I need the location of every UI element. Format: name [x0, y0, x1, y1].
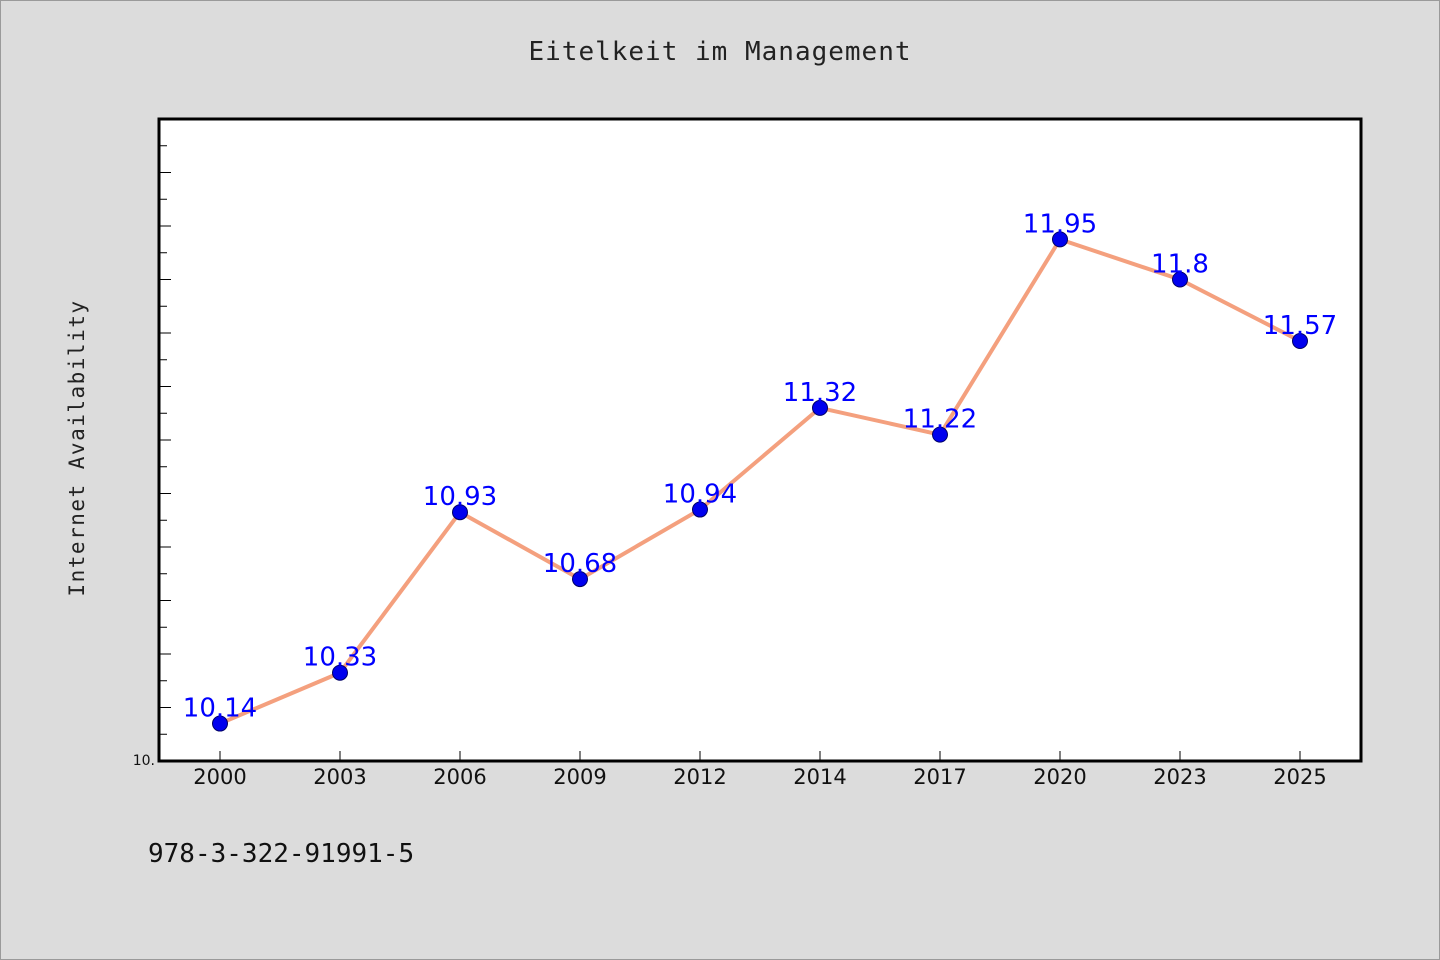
data-label: 11.95: [1023, 209, 1097, 239]
y-axis-ticks: [159, 145, 171, 735]
data-point: [812, 399, 828, 416]
series-layer: [212, 231, 1308, 732]
x-tick-label: 2000: [193, 765, 246, 789]
x-tick-label: 2017: [913, 765, 966, 789]
x-tick-label: 2023: [1153, 765, 1206, 789]
data-point: [1172, 271, 1188, 288]
data-label: 11.57: [1263, 311, 1337, 341]
data-label: 11.32: [783, 378, 857, 408]
data-point: [1052, 231, 1068, 248]
footer-code: 978-3-322-91991-5: [148, 839, 414, 869]
x-tick-label: 2025: [1273, 765, 1326, 789]
chart-title: Eitelkeit im Management: [528, 37, 911, 67]
data-label: 11.22: [903, 405, 977, 435]
data-point: [692, 501, 708, 518]
y-axis-label: Internet Availability: [65, 299, 89, 596]
data-point: [1292, 333, 1308, 350]
data-label: 10.14: [183, 694, 257, 724]
x-axis-ticks: 2000 2003 2006 2009 2012 2014 2017 2020 2023 2025: [193, 751, 1327, 789]
data-point: [212, 715, 228, 732]
data-label: 10.33: [303, 643, 377, 673]
data-label: 11.8: [1151, 250, 1209, 280]
y-tick-label: 10.: [133, 753, 155, 769]
data-label: 10.93: [423, 482, 497, 512]
x-tick-label: 2020: [1033, 765, 1086, 789]
x-tick-label: 2012: [673, 765, 726, 789]
data-point: [932, 426, 948, 443]
data-point: [452, 504, 468, 521]
x-tick-label: 2003: [313, 765, 366, 789]
data-point: [572, 571, 588, 588]
x-tick-label: 2014: [793, 765, 846, 789]
series-line: [219, 237, 1301, 726]
data-label: 10.68: [543, 549, 617, 579]
plot-area: [157, 117, 1363, 763]
x-tick-label: 2009: [553, 765, 606, 789]
x-tick-label: 2006: [433, 765, 486, 789]
data-labels: 10.14 10.33 10.93 10.68 10.94 11.32 11.22 11.95…: [183, 209, 1337, 723]
data-point: [332, 664, 348, 681]
data-label: 10.94: [663, 480, 737, 510]
